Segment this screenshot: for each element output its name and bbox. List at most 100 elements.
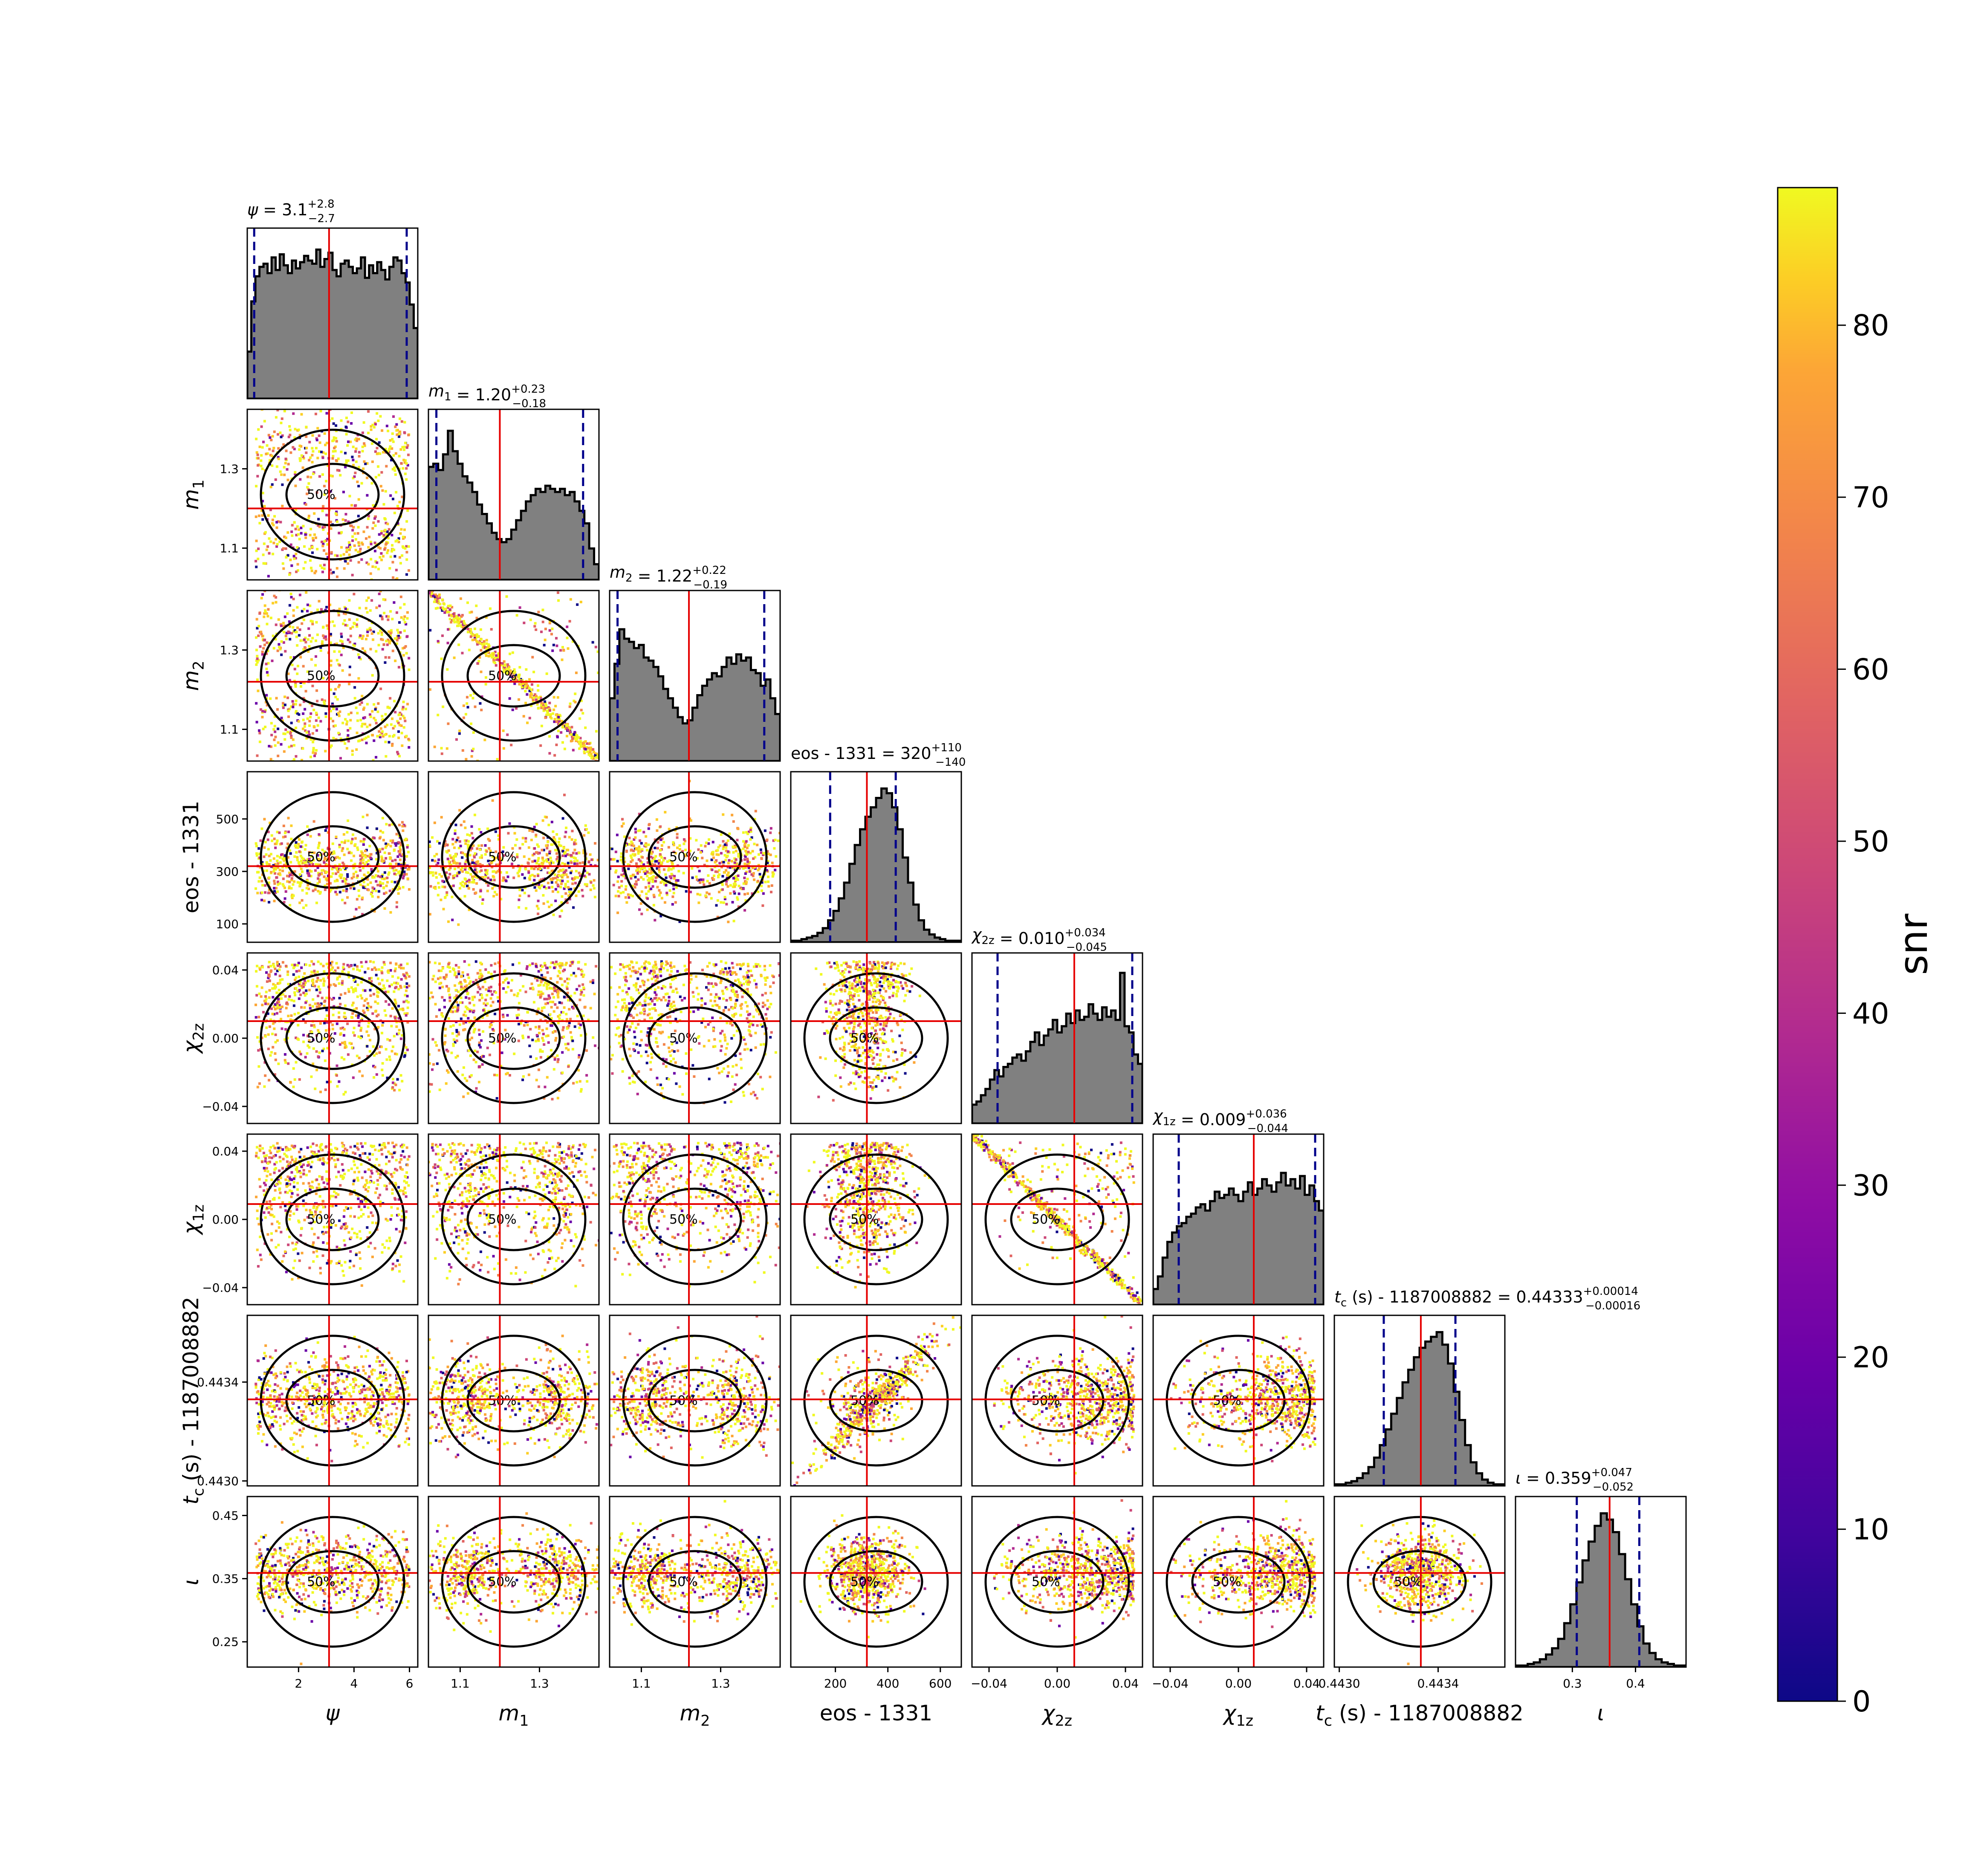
panel-frame: [246, 771, 419, 943]
scatter-points: [610, 1141, 780, 1288]
x-tick-label: 0.00: [1225, 1676, 1252, 1691]
contour-label: 50%: [1213, 1393, 1241, 1408]
panel-frame: [971, 1133, 1143, 1306]
contour-50: [648, 1369, 742, 1433]
y-axis-label-tc: tc (s) - 1187008882: [179, 1297, 208, 1505]
x-axis-label-eos: eos - 1331: [820, 1701, 932, 1725]
panel-frame: [609, 1496, 781, 1668]
y-tick-label: 500: [216, 812, 239, 826]
contour-90: [984, 1335, 1130, 1467]
scatter-panel-eos-vs-m1: 50%: [428, 771, 600, 943]
x-tick-label: 400: [876, 1676, 899, 1691]
panel-frame: [428, 771, 600, 943]
summary-iota: ι = 0.359+0.047 −0.052: [1516, 1466, 1634, 1494]
y-tick-label: 0.4434: [197, 1375, 239, 1390]
histogram-m2: [610, 628, 780, 761]
x-tick-label: 200: [824, 1676, 847, 1691]
hist-panel-psi: ψ = 3.1+2.8 −2.7: [246, 198, 419, 400]
x-axis-label-iota: ι: [1597, 1701, 1605, 1725]
panel-frame: [246, 1496, 419, 1668]
contour-90: [260, 1153, 405, 1285]
scatter-points: [815, 960, 921, 1102]
contour-90: [622, 1335, 768, 1467]
contour-label: 50%: [307, 1212, 336, 1227]
panel-frame: [428, 408, 600, 581]
scatter-panel-iota-vs-psi: 50% 0.25 0.35 0.45 ι 2 4 6 ψ: [179, 1496, 419, 1725]
contour-50: [466, 644, 561, 708]
contour-50: [648, 1187, 742, 1251]
contour-90: [441, 1516, 587, 1648]
contour-50: [466, 1550, 561, 1614]
y-tick-label: 1.1: [220, 723, 239, 737]
x-tick-label: 6: [406, 1676, 414, 1691]
contour-90: [803, 1335, 949, 1467]
y-tick-label: 0.35: [212, 1572, 239, 1586]
contour-90: [1347, 1516, 1492, 1648]
panel-frame: [790, 952, 962, 1124]
x-tick-label: 0.04: [1112, 1676, 1139, 1691]
x-axis-label-chi1z: χ1z: [1222, 1701, 1253, 1730]
histogram-chi1z: [1153, 1172, 1324, 1305]
y-tick-label: 0.00: [212, 1031, 239, 1045]
colorbar-tick-label: 80: [1852, 309, 1889, 343]
contour-label: 50%: [307, 1393, 336, 1408]
x-tick-label: 1.3: [530, 1676, 549, 1691]
contour-label: 50%: [669, 1212, 698, 1227]
contour-90: [1166, 1335, 1311, 1467]
panel-frame: [428, 1314, 600, 1487]
panel-frame: [1515, 1496, 1687, 1668]
histogram-chi2z: [972, 972, 1142, 1123]
x-tick-label: 4: [350, 1676, 358, 1691]
contour-90: [622, 972, 768, 1104]
panel-frame: [609, 590, 781, 762]
colorbar-gradient: [1777, 187, 1838, 1702]
colorbar-tick-label: 30: [1852, 1169, 1889, 1203]
contour-label: 50%: [307, 1031, 336, 1046]
contour-50: [648, 1006, 742, 1070]
x-axis-label-tc: tc (s) - 1187008882: [1316, 1701, 1524, 1730]
y-tick-label: 300: [216, 865, 239, 879]
x-tick-label: 0.4434: [1417, 1676, 1459, 1691]
scatter-panel-chi2z-vs-m1: 50%: [428, 952, 600, 1124]
x-axis-label-chi2z: χ2z: [1041, 1701, 1072, 1730]
contour-50: [466, 825, 561, 889]
contour-50: [1010, 1550, 1105, 1614]
histogram-psi: [247, 248, 418, 399]
contour-50: [1372, 1550, 1467, 1614]
y-tick-label: −0.04: [202, 1281, 239, 1295]
y-tick-label: 1.3: [220, 643, 239, 657]
hist-panel-m2: m2 = 1.22+0.22 −0.19: [609, 563, 781, 762]
contour-50: [829, 1187, 923, 1251]
scatter-panel-tc-vs-m1: 50%: [428, 1314, 600, 1487]
panel-frame: [609, 771, 781, 943]
summary-chi2z: χ2z = 0.010+0.034 −0.045: [971, 925, 1107, 954]
hist-panel-chi1z: χ1z = 0.009+0.036 −0.044: [1152, 1106, 1325, 1306]
y-tick-label: 0.45: [212, 1508, 239, 1523]
hist-panel-eos: eos - 1331 = 320+110 −140: [790, 741, 966, 943]
panel-frame: [609, 1133, 781, 1306]
scatter-panel-tc-vs-chi1z: 50%: [1152, 1314, 1325, 1487]
scatter-points: [1170, 1500, 1316, 1628]
y-axis-label-m2: m2: [179, 661, 208, 691]
contour-label: 50%: [488, 850, 517, 865]
panel-frame: [428, 952, 600, 1124]
hist-panel-m1: m1 = 1.20+0.23 −0.18: [428, 382, 600, 581]
scatter-points: [255, 814, 411, 918]
hist-panel-chi2z: χ2z = 0.010+0.034 −0.045: [971, 925, 1143, 1124]
x-tick-label: 1.3: [711, 1676, 730, 1691]
contour-label: 50%: [307, 487, 336, 502]
x-axis-label-psi: ψ: [326, 1701, 340, 1725]
panel-frame: [246, 1314, 419, 1487]
scatter-panel-m2-vs-psi: 50%1.11.3m2: [179, 590, 419, 762]
summary-chi1z: χ1z = 0.009+0.036 −0.044: [1152, 1106, 1288, 1135]
contour-90: [260, 610, 405, 742]
panel-frame: [790, 1496, 962, 1668]
contour-label: 50%: [669, 1575, 698, 1589]
x-tick-label: 0.3: [1563, 1676, 1582, 1691]
panel-frame: [790, 1133, 962, 1306]
contour-label: 50%: [307, 850, 336, 865]
colorbar-tick-label: 60: [1852, 653, 1889, 687]
panel-frame: [246, 952, 419, 1124]
panel-frame: [428, 590, 600, 762]
